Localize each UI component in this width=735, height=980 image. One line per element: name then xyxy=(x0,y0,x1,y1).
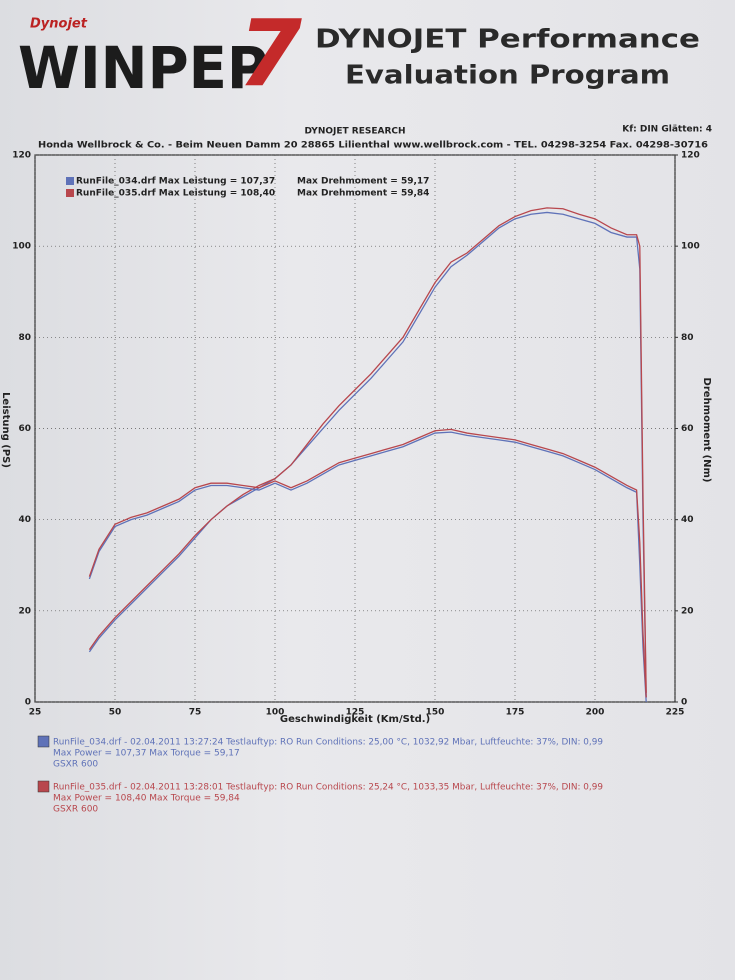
y-tick-label: 60 xyxy=(18,424,31,434)
run-info: GSXR 600 xyxy=(53,760,98,770)
line xyxy=(88,428,647,698)
y2-tick-label: 20 xyxy=(681,606,694,616)
x-tick-label: 125 xyxy=(346,708,365,718)
settings: Kf: DIN Glätten: 4 xyxy=(622,125,712,135)
run-swatch xyxy=(37,735,50,748)
subtitle: Honda Wellbrock & Co. - Beim Neuen Damm … xyxy=(38,141,708,151)
legend-swatch xyxy=(66,189,74,197)
header-title: Evaluation Program xyxy=(345,61,670,91)
legend-entry: RunFile_034.drf Max Leistung = 107,37 xyxy=(76,177,275,187)
line xyxy=(88,207,647,693)
x-tick-label: 150 xyxy=(426,708,445,718)
y2-tick-label: 60 xyxy=(681,424,694,434)
y-tick-label: 20 xyxy=(18,606,31,616)
x-tick-label: 75 xyxy=(189,708,202,718)
x-tick-label: 175 xyxy=(506,708,525,718)
line xyxy=(88,211,647,698)
x-tick-label: 100 xyxy=(266,708,285,718)
legend-entry: Max Drehmoment = 59,17 xyxy=(297,177,429,187)
legend-entry: Max Drehmoment = 59,84 xyxy=(297,189,429,199)
y2-tick-label: 120 xyxy=(681,151,700,161)
y-tick-label: 80 xyxy=(18,333,31,343)
run-swatch xyxy=(37,780,50,793)
chart-title: DYNOJET RESEARCH xyxy=(304,127,405,137)
y2-tick-label: 0 xyxy=(681,698,687,708)
run-info: RunFile_035.drf - 02.04.2011 13:28:01 Te… xyxy=(53,783,603,793)
x-tick-label: 225 xyxy=(666,708,685,718)
x-tick-label: 25 xyxy=(29,708,42,718)
legend-entry: RunFile_035.drf Max Leistung = 108,40 xyxy=(76,189,275,199)
run-info: RunFile_034.drf - 02.04.2011 13:27:24 Te… xyxy=(53,738,603,748)
legend-swatch xyxy=(66,177,74,185)
y-axis-title: Leistung (PS) xyxy=(0,392,11,468)
y2-tick-label: 100 xyxy=(681,242,700,252)
y-tick-label: 40 xyxy=(18,515,31,525)
y-tick-label: 0 xyxy=(25,698,31,708)
y2-axis-title: Drehmoment (Nm) xyxy=(701,378,712,483)
run-info: GSXR 600 xyxy=(53,805,98,815)
run-info: Max Power = 107,37 Max Torque = 59,17 xyxy=(53,749,240,759)
logo-number: 7 xyxy=(238,0,302,107)
logo: WINPEP xyxy=(18,34,268,102)
x-tick-label: 50 xyxy=(109,708,122,718)
header-title: DYNOJET Performance xyxy=(315,25,700,55)
logo-small: Dynojet xyxy=(30,17,88,32)
run-info: Max Power = 108,40 Max Torque = 59,84 xyxy=(53,794,240,804)
y-tick-label: 120 xyxy=(12,151,31,161)
line xyxy=(88,431,647,703)
y2-tick-label: 40 xyxy=(681,515,694,525)
y2-tick-label: 80 xyxy=(681,333,694,343)
y-tick-label: 100 xyxy=(12,242,31,252)
x-axis-title: Geschwindigkeit (Km/Std.) xyxy=(280,714,430,725)
x-tick-label: 200 xyxy=(586,708,605,718)
